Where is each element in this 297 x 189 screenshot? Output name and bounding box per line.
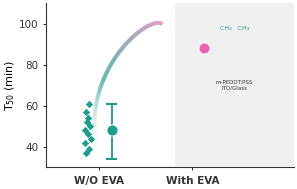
- Point: [189, 33, 193, 36]
- Point: [186, 55, 190, 58]
- Point: [190, 20, 195, 23]
- Point: [187, 29, 192, 32]
- Point: [88, 125, 92, 128]
- Point: [84, 151, 89, 154]
- Point: [189, 45, 194, 48]
- Point: [87, 147, 91, 150]
- Y-axis label: T$_{50}$ (min): T$_{50}$ (min): [4, 60, 17, 111]
- Point: [192, 51, 196, 54]
- Point: [88, 137, 93, 140]
- Point: [84, 121, 89, 124]
- Point: [83, 129, 88, 132]
- Point: [82, 141, 87, 144]
- Point: [187, 65, 192, 68]
- Point: [87, 102, 91, 105]
- Point: [191, 37, 195, 40]
- Point: [85, 133, 90, 136]
- Point: [188, 47, 192, 50]
- Point: [186, 41, 191, 44]
- Point: [84, 110, 89, 113]
- Point: [86, 117, 91, 120]
- FancyArrowPatch shape: [161, 22, 163, 25]
- Point: [190, 61, 195, 64]
